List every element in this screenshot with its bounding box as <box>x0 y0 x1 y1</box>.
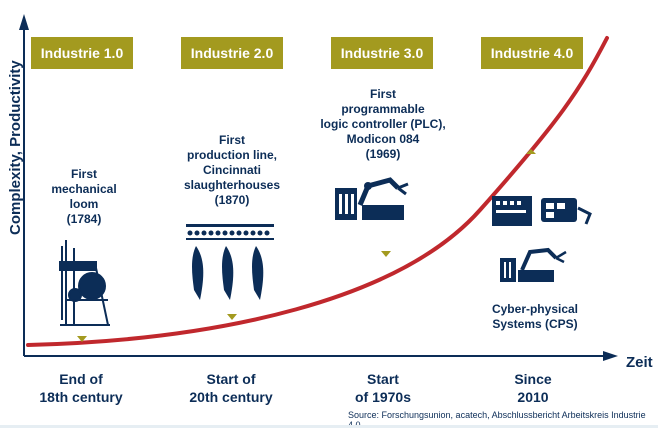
milestone-mechanical-loom: First mechanical loom (1784) <box>51 167 117 226</box>
x-axis-arrowhead <box>603 351 618 361</box>
era-label-industrie-2: Industrie 2.0 <box>181 37 283 69</box>
production-line-icon <box>186 224 274 300</box>
era-marker-4 <box>526 149 536 154</box>
bottom-band <box>0 425 658 428</box>
era-marker-1 <box>77 336 87 342</box>
mechanical-loom-icon <box>59 240 110 326</box>
period-start-1970s: Start of 1970s <box>354 371 412 405</box>
milestone-production-line: First production line, Cincinnati slaugh… <box>183 133 281 207</box>
plc-robot-icon <box>335 177 409 220</box>
era-label-industrie-4: Industrie 4.0 <box>481 37 583 69</box>
period-start-20th-century: Start of 20th century <box>189 371 273 405</box>
era-marker-3 <box>381 251 391 257</box>
era-label-industrie-1: Industrie 1.0 <box>31 37 133 69</box>
x-axis-label: Zeit <box>626 354 653 371</box>
y-axis-arrowhead <box>19 14 29 30</box>
period-end-18th-century: End of 18th century <box>39 371 123 405</box>
milestone-cps: Cyber-physical Systems (CPS) <box>491 302 579 331</box>
cyber-physical-icons <box>492 196 592 282</box>
period-since-2010: Since 2010 <box>514 371 552 405</box>
y-axis-label: Complexity, Productivity <box>7 60 24 235</box>
milestone-plc: First programmable logic controller (PLC… <box>320 87 446 161</box>
era-label-industrie-3: Industrie 3.0 <box>331 37 433 69</box>
growth-curve <box>26 36 609 347</box>
era-marker-2 <box>227 314 237 320</box>
